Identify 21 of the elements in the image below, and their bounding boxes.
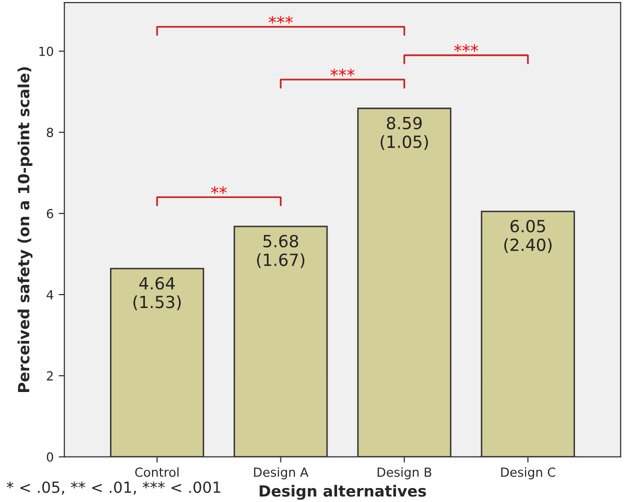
x-axis-title: Design alternatives [260, 484, 426, 500]
y-tick-label: 8 [46, 128, 54, 138]
x-tick-label: Control [135, 467, 178, 477]
data-label: 5.68 (1.67) [257, 234, 304, 268]
data-label: 6.05 (2.40) [504, 220, 552, 254]
y-tick-label: 0 [46, 452, 54, 462]
data-label: 8.59 (1.05) [380, 116, 428, 150]
x-tick-label: Design B [378, 467, 432, 480]
annotation: *** [454, 44, 478, 52]
x-tick-label: Design A [254, 467, 308, 480]
x-tick-label: Design C [501, 467, 556, 480]
annotation: ** [211, 186, 227, 194]
annotation: *** [330, 68, 355, 76]
y-tick-label: 4 [46, 290, 54, 300]
y-tick-label: 6 [46, 208, 54, 218]
annotation: *** [268, 16, 293, 24]
text: * < .05, ** < .01, *** < .001 [6, 481, 220, 495]
y-tick-label: 10 [39, 46, 54, 56]
data-label: 4.64 (1.53) [133, 277, 181, 310]
y-axis-title: Perceived safety (on a 10-point scale) [18, 67, 32, 392]
y-tick-label: 2 [46, 371, 53, 380]
